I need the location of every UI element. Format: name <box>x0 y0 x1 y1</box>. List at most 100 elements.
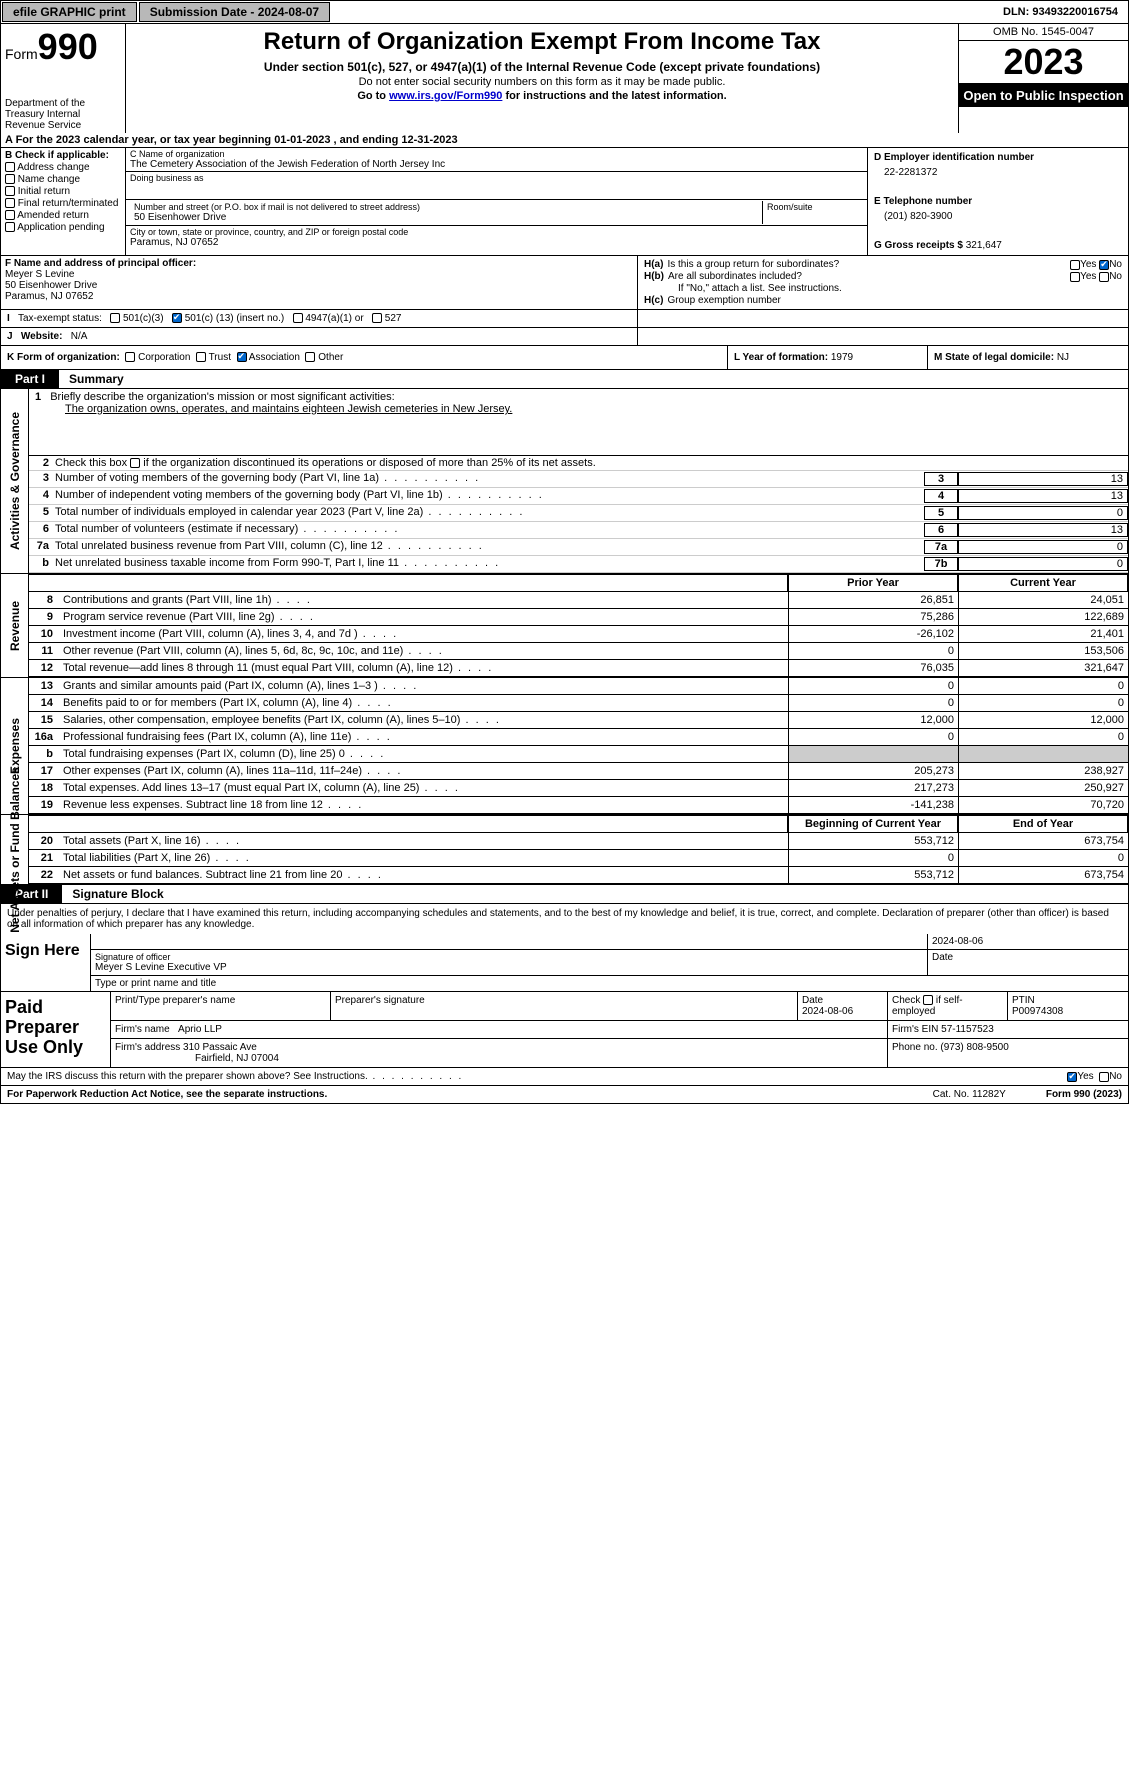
firm-ein-label: Firm's EIN <box>892 1024 938 1035</box>
form-subtitle-3: Go to www.irs.gov/Form990 for instructio… <box>130 90 954 102</box>
row-num: 20 <box>29 833 59 849</box>
street-label: Number and street (or P.O. box if mail i… <box>134 202 758 212</box>
firm-phone: (973) 808-9500 <box>940 1042 1008 1053</box>
form-org-label: K Form of organization: <box>7 352 120 363</box>
row-num: 5 <box>29 506 55 520</box>
current-year-value: 0 <box>958 729 1128 745</box>
officer-label: F Name and address of principal officer: <box>5 258 633 269</box>
firm-name-label: Firm's name <box>115 1024 170 1035</box>
row-num: 6 <box>29 523 55 537</box>
chk-501c3[interactable] <box>110 313 120 323</box>
form990-link[interactable]: www.irs.gov/Form990 <box>389 90 502 102</box>
firm-ein: 57-1157523 <box>941 1024 994 1035</box>
prior-year-value: 205,273 <box>788 763 958 779</box>
chk-amended[interactable]: Amended return <box>5 210 121 221</box>
summary-row: b Net unrelated business taxable income … <box>29 556 1128 573</box>
goto-prefix: Go to <box>357 90 389 102</box>
ha-yes-check[interactable] <box>1070 260 1080 270</box>
efile-button[interactable]: efile GRAPHIC print <box>2 2 137 22</box>
chk-address-change[interactable]: Address change <box>5 162 121 173</box>
line-1-mission: 1 Briefly describe the organization's mi… <box>29 389 1128 456</box>
current-year-value: 250,927 <box>958 780 1128 796</box>
prior-year-value: 553,712 <box>788 867 958 883</box>
line-a: A For the 2023 calendar year, or tax yea… <box>0 133 1129 148</box>
officer-addr2: Paramus, NJ 07652 <box>5 291 633 302</box>
hb-yes-check[interactable] <box>1070 272 1080 282</box>
chk-application-pending[interactable]: Application pending <box>5 222 121 233</box>
vert-net-text: Net Assets or Fund Balances <box>8 767 22 933</box>
chk-trust[interactable] <box>196 352 206 362</box>
row-text: Investment income (Part VIII, column (A)… <box>59 626 788 642</box>
fin-row: 13 Grants and similar amounts paid (Part… <box>29 678 1128 695</box>
current-year-value: 0 <box>958 850 1128 866</box>
submission-date-button[interactable]: Submission Date - 2024-08-07 <box>139 2 330 22</box>
ptin: P00974308 <box>1012 1006 1063 1017</box>
current-year-value: 70,720 <box>958 797 1128 813</box>
firm-addr-label: Firm's address <box>115 1042 180 1053</box>
summary-row: 3 Number of voting members of the govern… <box>29 471 1128 488</box>
chk-name-change[interactable]: Name change <box>5 174 121 185</box>
hb-no-check[interactable] <box>1099 272 1109 282</box>
form-header: Form990 Department of the Treasury Inter… <box>0 24 1129 133</box>
row-num: 16a <box>29 729 59 745</box>
chk-4947[interactable] <box>293 313 303 323</box>
row-num: 9 <box>29 609 59 625</box>
room-label: Room/suite <box>767 202 859 212</box>
officer-addr1: 50 Eisenhower Drive <box>5 280 633 291</box>
chk-501c[interactable] <box>172 313 182 323</box>
prior-year-value <box>788 746 958 762</box>
vert-rev-text: Revenue <box>8 600 22 650</box>
chk-other[interactable] <box>305 352 315 362</box>
ha-no-check[interactable] <box>1099 260 1109 270</box>
current-year-value: 122,689 <box>958 609 1128 625</box>
row-value: 13 <box>958 523 1128 537</box>
row-text: Other expenses (Part IX, column (A), lin… <box>59 763 788 779</box>
row-text: Salaries, other compensation, employee b… <box>59 712 788 728</box>
yes-label: Yes <box>1080 259 1096 270</box>
row-box: 5 <box>924 506 958 520</box>
part-ii-title: Signature Block <box>62 885 173 903</box>
line-2-text: Check this box <box>55 457 130 469</box>
vert-governance: Activities & Governance <box>1 389 29 573</box>
fin-row: 16a Professional fundraising fees (Part … <box>29 729 1128 746</box>
city: Paramus, NJ 07652 <box>130 237 863 248</box>
discuss-row: May the IRS discuss this return with the… <box>0 1068 1129 1086</box>
fin-row: 15 Salaries, other compensation, employe… <box>29 712 1128 729</box>
part-i-tag: Part I <box>1 370 59 388</box>
opt-501c3: 501(c)(3) <box>123 313 164 324</box>
row-text: Number of voting members of the governin… <box>55 472 924 486</box>
box-d: D Employer identification number 22-2281… <box>868 148 1128 255</box>
end-year-hdr: End of Year <box>958 816 1128 833</box>
prep-name-label: Print/Type preparer's name <box>111 992 331 1020</box>
footer-center: Cat. No. 11282Y <box>933 1089 1006 1100</box>
chk-label: Name change <box>18 174 80 185</box>
row-num: 3 <box>29 472 55 486</box>
prior-year-value: 553,712 <box>788 833 958 849</box>
prior-year-value: 217,273 <box>788 780 958 796</box>
opt-501c-post: ) (insert no.) <box>230 313 284 324</box>
box-c: C Name of organization The Cemetery Asso… <box>126 148 868 255</box>
dln-value: 93493220016754 <box>1032 6 1118 18</box>
opt-501c-pre: 501(c) ( <box>185 313 219 324</box>
row-text: Total expenses. Add lines 13–17 (must eq… <box>59 780 788 796</box>
sig-date-label: Date <box>928 950 1128 975</box>
current-year-value: 673,754 <box>958 833 1128 849</box>
row-box: 7a <box>924 540 958 554</box>
chk-final-return[interactable]: Final return/terminated <box>5 198 121 209</box>
chk-self-employed[interactable] <box>923 995 933 1005</box>
row-box: 6 <box>924 523 958 537</box>
chk-corporation[interactable] <box>125 352 135 362</box>
discuss-no-check[interactable] <box>1099 1072 1109 1082</box>
section-bcd: B Check if applicable: Address change Na… <box>0 148 1129 256</box>
current-year-value: 321,647 <box>958 660 1128 676</box>
opt-other: Other <box>318 352 343 363</box>
chk-discontinued[interactable] <box>130 458 140 468</box>
section-net-assets: Net Assets or Fund Balances Beginning of… <box>0 815 1129 885</box>
firm-addr1: 310 Passaic Ave <box>183 1042 257 1053</box>
chk-association[interactable] <box>237 352 247 362</box>
footer-right: Form 990 (2023) <box>1046 1089 1122 1100</box>
chk-initial-return[interactable]: Initial return <box>5 186 121 197</box>
chk-527[interactable] <box>372 313 382 323</box>
row-num: 13 <box>29 678 59 694</box>
discuss-yes-check[interactable] <box>1067 1072 1077 1082</box>
